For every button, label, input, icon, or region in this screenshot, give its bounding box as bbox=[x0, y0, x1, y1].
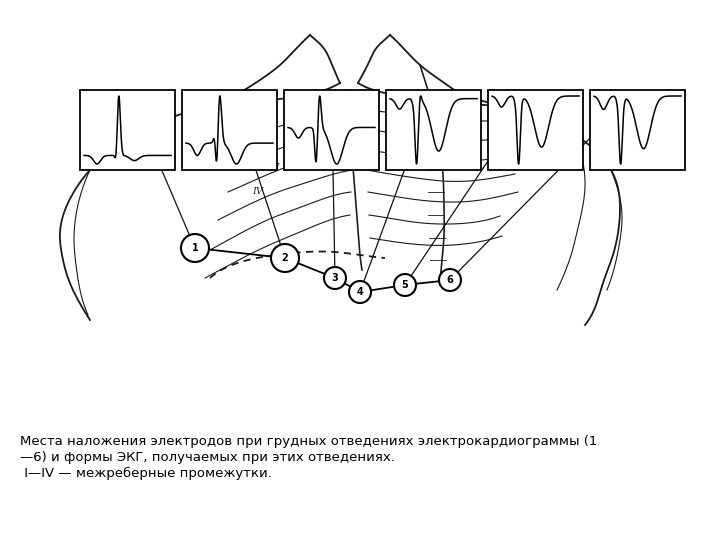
Circle shape bbox=[439, 269, 461, 291]
Text: 4: 4 bbox=[356, 287, 364, 297]
Text: I—IV — межреберные промежутки.: I—IV — межреберные промежутки. bbox=[20, 467, 272, 480]
Circle shape bbox=[394, 274, 416, 296]
Bar bbox=[182, 90, 277, 170]
Circle shape bbox=[271, 244, 299, 272]
Circle shape bbox=[181, 234, 209, 262]
Circle shape bbox=[349, 281, 371, 303]
Text: 1: 1 bbox=[192, 243, 199, 253]
Text: 5: 5 bbox=[402, 280, 408, 290]
Text: IV: IV bbox=[253, 187, 264, 197]
Text: —6) и формы ЭКГ, получаемых при этих отведениях.: —6) и формы ЭКГ, получаемых при этих отв… bbox=[20, 451, 395, 464]
Text: 6: 6 bbox=[446, 275, 454, 285]
Text: I: I bbox=[298, 117, 302, 125]
Text: III: III bbox=[268, 163, 280, 172]
Bar bbox=[488, 90, 583, 170]
Text: Места наложения электродов при грудных отведениях электрокардиограммы (1: Места наложения электродов при грудных о… bbox=[20, 435, 598, 448]
Bar bbox=[284, 90, 379, 170]
Text: 2: 2 bbox=[282, 253, 289, 263]
Text: II: II bbox=[284, 138, 292, 147]
Bar bbox=[590, 90, 685, 170]
Bar bbox=[386, 90, 481, 170]
Circle shape bbox=[324, 267, 346, 289]
Bar bbox=[80, 90, 175, 170]
Text: 3: 3 bbox=[332, 273, 338, 283]
